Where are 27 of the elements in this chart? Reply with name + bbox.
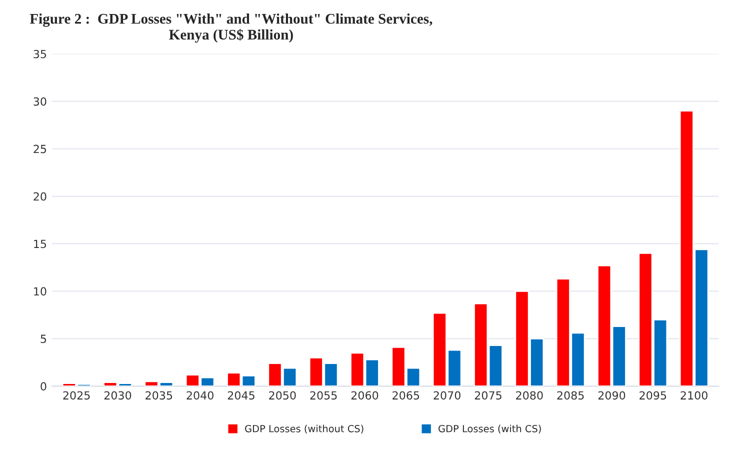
y-tick-label: 15	[34, 240, 46, 248]
x-tick-label: 2070	[434, 391, 460, 400]
y-tick-label: 20	[34, 192, 46, 201]
x-tick-label: 2025	[63, 391, 90, 400]
x-tick-label: 2100	[680, 391, 708, 400]
x-tick-label: 2080	[516, 391, 543, 400]
x-tick-label: 2090	[598, 391, 626, 400]
legend-label: GDP Losses (without CS)	[245, 424, 364, 434]
x-tick-label: 2085	[557, 391, 584, 400]
x-tick-label: 2065	[392, 391, 420, 400]
x-tick-label: 2050	[269, 391, 296, 400]
x-tick-label: 2055	[310, 391, 337, 400]
x-tick-label: 2060	[351, 391, 378, 400]
y-tick-label: 35	[34, 50, 46, 58]
legend-label: GDP Losses (with CS)	[438, 424, 541, 434]
x-tick-label: 2040	[186, 391, 214, 400]
x-tick-label: 2035	[146, 391, 172, 400]
x-tick-label: 2075	[474, 391, 502, 400]
x-tick-label: 2045	[228, 391, 254, 400]
y-tick-label: 0	[40, 382, 46, 391]
y-tick-label: 30	[34, 97, 46, 106]
y-tick-label: 10	[34, 287, 46, 296]
y-tick-label: 25	[34, 144, 46, 154]
chart-title: Figure 2 : GDP Losses "With" and "Without" Climate Services, Kenya (US$ Billion)	[30, 13, 432, 43]
x-tick-label: 2095	[640, 391, 666, 400]
x-tick-label: 2030	[104, 391, 132, 400]
y-tick-label: 5	[40, 334, 46, 344]
